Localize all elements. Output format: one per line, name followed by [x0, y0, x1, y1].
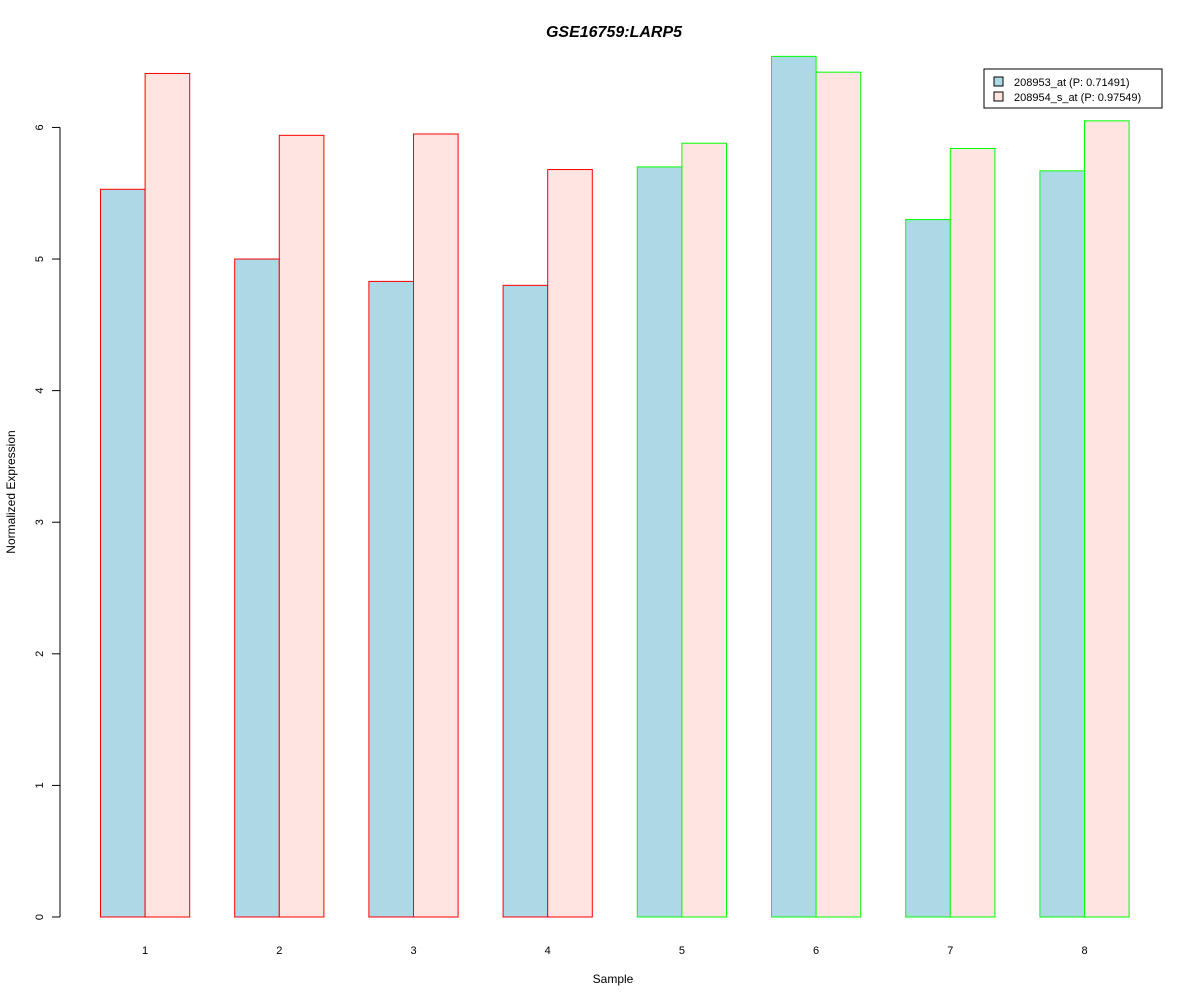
x-tick-label: 4: [545, 945, 551, 957]
x-tick-label: 3: [410, 945, 416, 957]
bar-sample-1-series-1: [100, 188, 146, 918]
bar-sample-7-series-2: [949, 147, 996, 918]
bar-sample-2-series-2: [278, 134, 325, 918]
y-tick-label: 5: [34, 256, 46, 262]
y-tick-label: 6: [34, 124, 46, 130]
bar-sample-6-series-1: [771, 55, 817, 918]
x-tick-label: 2: [276, 945, 282, 957]
x-axis-ticks: 1 2 3 4 5 6 7 8: [142, 945, 1088, 957]
bar-sample-3-series-2: [413, 133, 459, 918]
legend-swatch-1: [993, 76, 1004, 87]
y-axis-label: Normalized Expression: [4, 430, 18, 553]
bar-sample-1-series-2: [144, 72, 191, 918]
x-tick-label: 6: [813, 945, 819, 957]
chart-title: GSE16759:LARP5: [546, 24, 683, 41]
legend-label-1: 208953_at (P: 0.71491): [1014, 77, 1130, 89]
bar-sample-7-series-1: [905, 219, 951, 918]
y-tick-label: 4: [34, 388, 46, 394]
bar-sample-4-series-1: [502, 284, 549, 918]
y-tick-label: 1: [34, 782, 46, 788]
y-tick-label: 2: [34, 651, 46, 657]
x-axis-label: Sample: [593, 972, 634, 986]
bars: [100, 55, 1130, 918]
bar-sample-2-series-1: [234, 258, 280, 918]
legend-label-2: 208954_s_at (P: 0.97549): [1014, 92, 1141, 104]
x-tick-label: 7: [947, 945, 953, 957]
bar-sample-6-series-2: [815, 71, 862, 918]
y-tick-label: 3: [34, 519, 46, 525]
legend: 208953_at (P: 0.71491) 208954_s_at (P: 0.…: [983, 68, 1163, 109]
x-tick-label: 5: [679, 945, 685, 957]
bar-sample-8-series-2: [1084, 120, 1130, 918]
x-tick-label: 8: [1081, 945, 1087, 957]
x-tick-label: 1: [142, 945, 148, 957]
bar-sample-5-series-1: [636, 166, 683, 918]
y-axis: 0 1 2 3 4 5 6: [34, 124, 61, 920]
bar-sample-5-series-2: [681, 142, 728, 918]
bar-sample-4-series-2: [547, 169, 593, 918]
legend-box: [983, 68, 1163, 109]
legend-swatch-2: [993, 91, 1004, 102]
bar-sample-8-series-1: [1039, 170, 1086, 918]
bar-sample-3-series-1: [368, 280, 414, 918]
y-tick-label: 0: [34, 914, 46, 920]
